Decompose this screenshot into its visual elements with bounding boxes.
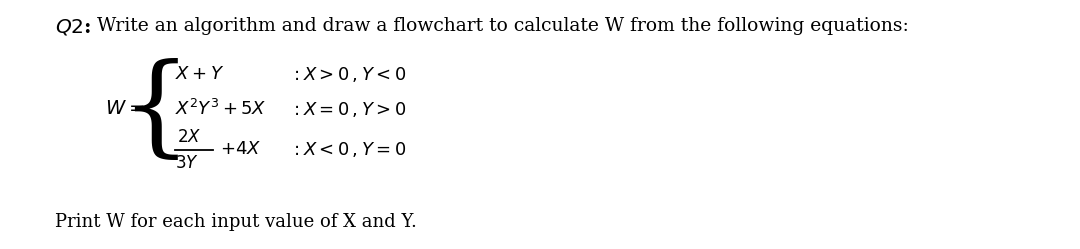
Text: $:X=0\,,Y>0$: $:X=0\,,Y>0$ <box>291 100 406 119</box>
Text: $2X$: $2X$ <box>177 128 201 145</box>
Text: $\mathit{Q}2$:: $\mathit{Q}2$: <box>55 17 92 37</box>
Text: $X^2Y^3+5X$: $X^2Y^3+5X$ <box>175 99 266 119</box>
Text: $3Y$: $3Y$ <box>175 154 199 172</box>
Text: Print W for each input value of X and Y.: Print W for each input value of X and Y. <box>55 213 417 231</box>
Text: $:X<0\,,Y=0$: $:X<0\,,Y=0$ <box>291 139 406 159</box>
Text: $W =$: $W =$ <box>105 100 145 118</box>
Text: $:X>0\,,Y<0$: $:X>0\,,Y<0$ <box>291 64 406 83</box>
Text: Write an algorithm and draw a flowchart to calculate W from the following equati: Write an algorithm and draw a flowchart … <box>97 17 908 35</box>
Text: $X+Y$: $X+Y$ <box>175 65 225 83</box>
Text: {: { <box>120 58 190 165</box>
Text: $+4X$: $+4X$ <box>220 140 261 158</box>
